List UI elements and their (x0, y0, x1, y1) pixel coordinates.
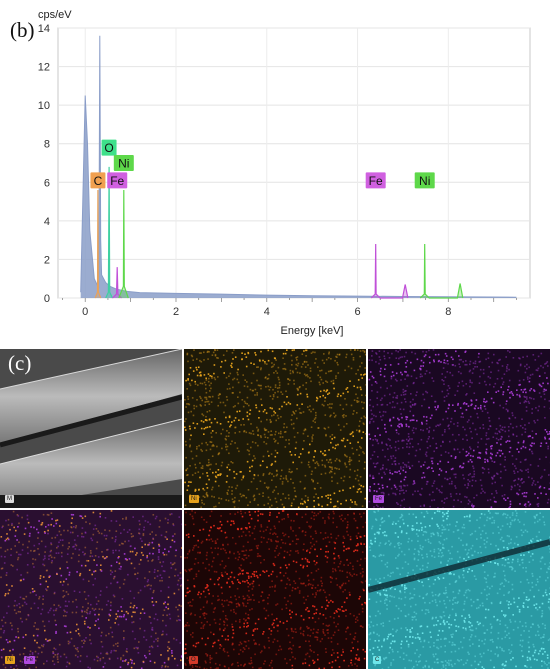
ni-fe-overlay-element-label: Fe (24, 656, 36, 664)
peak-label: Fe (369, 174, 383, 188)
y-tick-label: 6 (44, 177, 50, 189)
o-map: O (184, 510, 366, 669)
panel-b-label: (b) (10, 18, 35, 42)
series-line (105, 166, 114, 299)
series-line (94, 189, 102, 299)
eds-spectrum-panel: 0 2 4 6 8 10 12 14 0 2 4 6 8 cps/eV Energy [keV] O Ni C Fe… (10, 9, 531, 337)
c-map-image (368, 510, 550, 669)
y-tick-label: 8 (44, 139, 50, 151)
y-tick-label: 14 (38, 23, 50, 35)
series-line (118, 189, 129, 299)
x-tick-label: 2 (173, 306, 179, 318)
y-tick-label: 12 (38, 62, 50, 74)
y-tick-label: 10 (38, 100, 50, 112)
x-tick-label: 8 (445, 306, 451, 318)
elemental-maps-grid: M Ni Fe Ni Fe O C (0, 349, 550, 671)
sem-image: M (0, 349, 182, 508)
series-line (112, 267, 122, 299)
fe-map: Fe (368, 349, 550, 508)
peak-label: Ni (118, 157, 129, 171)
peak-label: C (94, 174, 103, 188)
ni-map-image (184, 349, 366, 508)
peak-label-box (101, 139, 117, 156)
c-map: C (368, 510, 550, 669)
y-axis-label: cps/eV (38, 9, 72, 21)
y-tick-label: 2 (44, 254, 50, 266)
ni-fe-overlay-image (0, 510, 182, 669)
sem-image-element-label: M (5, 495, 14, 503)
x-axis-label: Energy [keV] (281, 325, 344, 337)
c-map-element-label: C (373, 656, 382, 664)
peak-label: O (104, 141, 113, 155)
peak-label-box (414, 172, 435, 189)
o-map-element-label: O (189, 656, 198, 664)
peak-label-box (107, 172, 128, 189)
peak-label-box (113, 155, 134, 171)
series-line (370, 243, 409, 299)
eds-spectrum-chart: 0 2 4 6 8 10 12 14 0 2 4 6 8 cps/eV Energy [keV] O Ni C Fe… (38, 9, 531, 337)
y-tick-label: 4 (44, 216, 50, 228)
fe-map-element-label: Fe (373, 495, 385, 503)
plot-frame (57, 27, 531, 299)
panel-c-label: (c) (8, 351, 32, 375)
o-map-image (184, 510, 366, 669)
series-area (371, 244, 408, 298)
peak-label-box (90, 172, 106, 189)
x-tick-label: 0 (82, 306, 88, 318)
peak-label: Fe (110, 174, 124, 188)
sem-image-image (0, 349, 182, 508)
fe-map-image (368, 349, 550, 508)
ni-fe-overlay-element-label: Ni (5, 656, 15, 664)
series-line (419, 243, 464, 299)
x-tick-label: 4 (264, 306, 270, 318)
peak-label: Ni (419, 174, 430, 188)
ni-map-element-label: Ni (189, 495, 199, 503)
ni-fe-overlay: Ni Fe (0, 510, 182, 669)
series-line (80, 35, 517, 298)
x-tick-label: 6 (354, 306, 360, 318)
peak-label-box (365, 172, 386, 189)
ni-map: Ni (184, 349, 366, 508)
y-tick-label: 0 (44, 293, 50, 305)
